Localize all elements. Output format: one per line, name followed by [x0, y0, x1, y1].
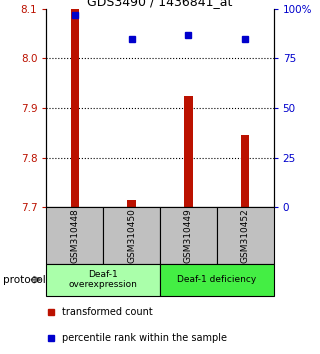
- Bar: [160, 264, 274, 296]
- Bar: [160, 207, 217, 264]
- Bar: [70, 9, 79, 207]
- Title: GDS3490 / 1436841_at: GDS3490 / 1436841_at: [87, 0, 233, 8]
- Text: transformed count: transformed count: [62, 307, 153, 317]
- Bar: [127, 200, 136, 207]
- Text: GSM310449: GSM310449: [184, 208, 193, 263]
- Text: GSM310450: GSM310450: [127, 208, 136, 263]
- Text: protocol: protocol: [3, 275, 46, 285]
- Text: GSM310452: GSM310452: [241, 208, 250, 263]
- Text: Deaf-1
overexpression: Deaf-1 overexpression: [69, 270, 138, 289]
- Bar: [217, 207, 274, 264]
- Bar: [46, 264, 160, 296]
- Bar: [184, 96, 193, 207]
- Bar: [46, 207, 103, 264]
- Bar: [241, 135, 250, 207]
- Text: GSM310448: GSM310448: [70, 208, 79, 263]
- Text: percentile rank within the sample: percentile rank within the sample: [62, 333, 227, 343]
- Bar: [103, 207, 160, 264]
- Text: Deaf-1 deficiency: Deaf-1 deficiency: [177, 275, 256, 284]
